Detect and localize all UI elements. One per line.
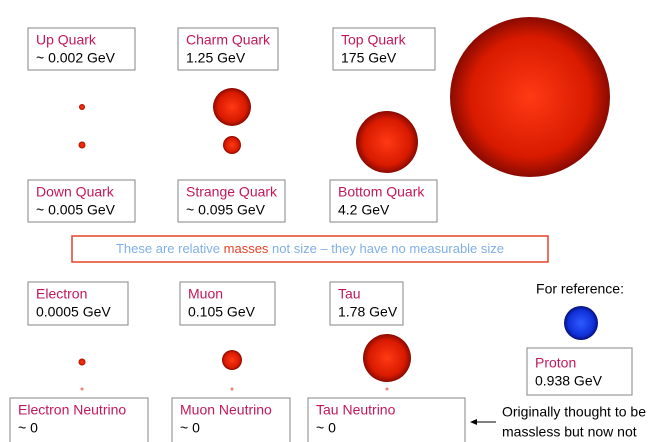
particle-mass: 1.25 GeV xyxy=(186,50,246,66)
note-text: These are relative xyxy=(116,241,224,256)
particle-name: Tau Neutrino xyxy=(316,402,396,418)
label-box xyxy=(329,281,404,326)
reference-heading: For reference: xyxy=(536,281,624,297)
particle-mass: ~ 0.095 GeV xyxy=(186,202,266,218)
label-box xyxy=(177,27,279,71)
neutrino-sphere xyxy=(385,387,389,391)
particle-mass: 0.938 GeV xyxy=(535,373,603,389)
particle-name: Charm Quark xyxy=(186,32,271,48)
particle-name: Muon xyxy=(188,286,223,302)
charm-sphere xyxy=(213,88,251,126)
particle-mass: 1.78 GeV xyxy=(338,304,398,320)
neutrino-note: massless but now not xyxy=(502,424,637,440)
label-box xyxy=(9,397,149,442)
tau-sphere xyxy=(363,334,411,382)
label-boxes: Up Quark ~ 0.002 GeV Charm Quark 1.25 GeV To… xyxy=(9,27,466,442)
label-box xyxy=(27,27,136,71)
label-box xyxy=(27,179,136,223)
particle-name: Down Quark xyxy=(36,184,115,200)
neutrino-note: Originally thought to be xyxy=(502,404,646,420)
muon-sphere xyxy=(222,350,242,370)
particle-mass: ~ 0 xyxy=(316,420,336,436)
particle-mass: ~ 0.002 GeV xyxy=(36,50,116,66)
particle-name: Proton xyxy=(535,355,576,371)
note: These are relative masses not size – the… xyxy=(116,241,504,256)
label-box xyxy=(329,179,438,223)
down-sphere xyxy=(78,141,86,149)
particle-mass: ~ 0.005 GeV xyxy=(36,202,116,218)
label-box xyxy=(332,27,436,71)
bottom-sphere xyxy=(356,111,418,173)
label-box xyxy=(171,397,291,442)
particle-mass: ~ 0 xyxy=(18,420,38,436)
label-box xyxy=(27,281,129,326)
neutrino-sphere xyxy=(230,387,234,391)
particle-name: Bottom Quark xyxy=(338,184,425,200)
label-box xyxy=(526,347,633,396)
particle-name: Muon Neutrino xyxy=(180,402,272,418)
label-box xyxy=(307,397,466,442)
particle-name: Electron xyxy=(36,286,87,302)
note-box xyxy=(71,235,549,263)
particle-name: Strange Quark xyxy=(186,184,278,200)
electron-sphere xyxy=(78,358,86,366)
arrow-head xyxy=(470,419,477,425)
note-text: not size – they have no measurable size xyxy=(268,241,504,256)
top-sphere xyxy=(450,17,610,177)
particle-mass: 0.105 GeV xyxy=(188,304,256,320)
label-box xyxy=(179,281,276,326)
particle-name: Top Quark xyxy=(341,32,407,48)
particle-spheres xyxy=(78,17,610,391)
label-box xyxy=(177,179,286,223)
up-sphere xyxy=(79,104,85,110)
particle-name: Up Quark xyxy=(36,32,97,48)
neutrino-sphere xyxy=(80,387,84,391)
particle-name: Electron Neutrino xyxy=(18,402,126,418)
proton-sphere xyxy=(564,306,598,340)
particle-mass: 0.0005 GeV xyxy=(36,304,111,320)
note-highlight: masses xyxy=(224,241,269,256)
particle-mass: 175 GeV xyxy=(341,50,397,66)
particle-name: Tau xyxy=(338,286,361,302)
particle-mass: ~ 0 xyxy=(180,420,200,436)
particle-mass: 4.2 GeV xyxy=(338,202,390,218)
strange-sphere xyxy=(223,136,241,154)
